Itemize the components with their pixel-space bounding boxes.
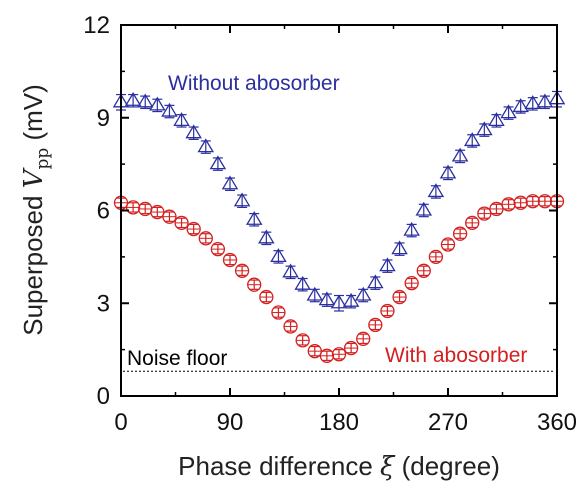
data-point — [258, 229, 275, 244]
y-axis-title: Superposed Vpp (mV) — [18, 84, 53, 336]
data-point — [427, 183, 445, 198]
data-point — [439, 164, 457, 179]
data-point — [185, 124, 202, 139]
data-point — [512, 98, 529, 113]
noise-floor-label: Noise floor — [127, 347, 227, 370]
data-point — [173, 112, 190, 126]
y-tick-label: 9 — [97, 105, 110, 132]
data-point — [282, 263, 299, 278]
y-tick-label: 6 — [97, 198, 110, 225]
x-tick-label: 270 — [428, 409, 468, 436]
series-layer — [112, 90, 566, 363]
series-with-absorber — [113, 194, 565, 363]
x-tick-label: 360 — [537, 409, 577, 436]
x-axis-title: Phase difference ξ (degree) — [178, 451, 500, 482]
data-point — [403, 221, 420, 236]
data-point — [342, 292, 360, 307]
data-point — [415, 201, 433, 216]
data-point — [318, 291, 336, 306]
data-point — [367, 274, 384, 289]
data-point — [161, 102, 178, 117]
axis-ticks: 0 90 180 270 360 0 3 6 9 12 — [83, 12, 577, 436]
y-tick-label: 12 — [83, 12, 110, 39]
data-point — [270, 248, 287, 263]
data-point — [245, 211, 263, 225]
data-point — [391, 240, 408, 255]
data-point — [149, 96, 166, 111]
y-tick-label: 3 — [97, 290, 110, 317]
data-point — [524, 95, 542, 109]
data-point — [379, 257, 396, 272]
data-point — [488, 112, 505, 126]
data-point — [221, 175, 239, 190]
data-point — [451, 147, 469, 162]
data-point — [136, 93, 154, 108]
y-tick-label: 0 — [97, 383, 110, 410]
series-without-absorber — [112, 90, 566, 312]
x-tick-label: 90 — [217, 409, 244, 436]
data-point — [330, 294, 348, 309]
with-absorber-label: With abosorber — [385, 344, 527, 367]
data-point — [209, 155, 227, 170]
data-point — [233, 192, 251, 207]
data-point — [124, 91, 142, 106]
data-point — [197, 138, 215, 153]
x-tick-label: 0 — [114, 409, 127, 436]
data-point — [476, 121, 493, 136]
data-point — [463, 132, 481, 147]
data-point — [500, 104, 517, 119]
data-point — [536, 93, 554, 108]
data-point — [354, 286, 372, 301]
x-tick-label: 180 — [319, 409, 359, 436]
data-point — [294, 275, 311, 290]
without-absorber-label: Without abosorber — [168, 72, 340, 95]
data-point — [306, 286, 324, 301]
